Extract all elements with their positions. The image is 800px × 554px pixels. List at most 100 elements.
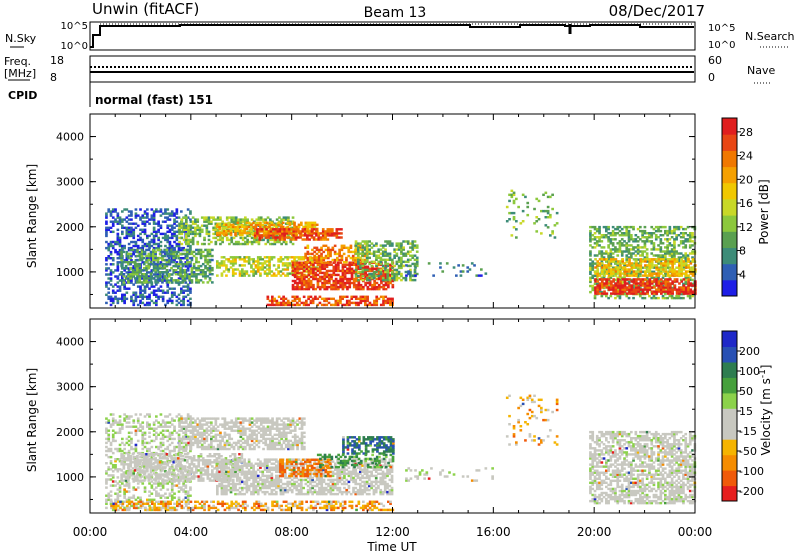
heatmap-cell [270, 258, 274, 261]
heatmap-cell [142, 279, 146, 282]
heatmap-cell [313, 223, 317, 227]
heatmap-cell [170, 301, 174, 305]
heatmap-cell [281, 232, 284, 235]
heatmap-cell [341, 265, 345, 269]
heatmap-cell [315, 234, 318, 237]
heatmap-cell [268, 268, 271, 271]
heatmap-cell [168, 263, 172, 266]
heatmap-cell [129, 256, 132, 260]
heatmap-cell [635, 288, 638, 291]
heatmap-cell [668, 242, 672, 245]
heatmap-cell [616, 225, 620, 229]
heatmap-cell [133, 250, 137, 254]
freq-tick-bottom: 8 [50, 71, 57, 84]
heatmap-cell [375, 258, 378, 262]
heatmap-cell [652, 254, 656, 257]
heatmap-cell [125, 297, 129, 301]
heatmap-cell [679, 236, 683, 239]
heatmap-cell [225, 216, 229, 219]
heatmap-cell [669, 270, 672, 273]
heatmap-cell [306, 250, 310, 254]
heatmap-cell [607, 258, 610, 261]
heatmap-cell [384, 260, 387, 264]
heatmap-cell [156, 256, 160, 260]
heatmap-cell [175, 224, 179, 227]
heatmap-cell [684, 282, 688, 286]
heatmap-cell [684, 246, 688, 249]
heatmap-cell [116, 214, 120, 217]
heatmap-cell [170, 236, 174, 240]
heatmap-cell [250, 223, 253, 227]
heatmap-cell [123, 283, 126, 286]
heatmap-cell [639, 290, 642, 294]
heatmap-cell [609, 264, 613, 267]
heatmap-cell [105, 257, 108, 260]
heatmap-cell [207, 230, 211, 234]
heatmap-cell [404, 260, 408, 264]
heatmap-cell [267, 234, 271, 237]
heatmap-cell [286, 301, 290, 305]
heatmap-cell [300, 279, 304, 283]
heatmap-cell [601, 258, 604, 261]
heatmap-cell [214, 222, 218, 225]
heatmap-cell [625, 282, 629, 285]
heatmap-cell [114, 297, 117, 301]
heatmap-cell [537, 199, 541, 203]
heatmap-cell [687, 282, 690, 285]
heatmap-cell [257, 218, 261, 221]
heatmap-cell [105, 263, 108, 266]
heatmap-cell [331, 246, 335, 250]
heatmap-cell [203, 216, 206, 219]
heatmap-cell [230, 220, 234, 223]
heatmap-cell [660, 262, 663, 265]
heatmap-cell [316, 273, 320, 277]
heatmap-cell [205, 216, 209, 219]
heatmap-cell [286, 221, 290, 225]
heatmap-cell [291, 283, 295, 287]
heatmap-cell [363, 252, 367, 255]
heatmap-cell [354, 295, 358, 299]
heatmap-cell [598, 282, 602, 285]
heatmap-cell [595, 282, 599, 286]
heatmap-cell [200, 242, 204, 246]
heatmap-cell [155, 299, 158, 303]
heatmap-cell [317, 250, 321, 254]
heatmap-cell [214, 230, 218, 234]
heatmap-cell [156, 260, 160, 264]
heatmap-cell [373, 283, 376, 287]
heatmap-cell [300, 283, 304, 287]
heatmap-cell [250, 225, 253, 229]
heatmap-cell [655, 288, 659, 291]
heatmap-cell [605, 268, 608, 271]
heatmap-cell [237, 232, 240, 236]
heatmap-cell [521, 220, 525, 223]
heatmap-cell [639, 278, 643, 281]
heatmap-cell [234, 242, 238, 246]
heatmap-cell [337, 236, 341, 239]
heatmap-cell [175, 230, 179, 234]
heatmap-cell [158, 264, 162, 268]
heatmap-cell [359, 275, 363, 279]
heatmap-cell [252, 268, 255, 271]
heatmap-cell [352, 269, 356, 273]
cpid-label: CPID [8, 89, 37, 102]
heatmap-cell [172, 254, 176, 258]
heatmap-cell [689, 284, 693, 287]
heatmap-cell [141, 230, 145, 234]
heatmap-cell [598, 225, 601, 229]
heatmap-cell [389, 281, 392, 285]
heatmap-cell [121, 441, 124, 445]
heatmap-cell [229, 260, 233, 263]
heatmap-cell [279, 270, 283, 273]
heatmap-cell [111, 208, 115, 211]
heatmap-cell [607, 256, 610, 259]
heatmap-cell [304, 221, 308, 225]
heatmap-cell [200, 228, 204, 232]
heatmap-cell [275, 268, 278, 271]
heatmap-cell [250, 232, 254, 236]
heatmap-cell [415, 272, 419, 276]
heatmap-cell [368, 303, 372, 307]
heatmap-cell [359, 256, 362, 260]
heatmap-cell [120, 258, 123, 262]
heatmap-cell [359, 285, 363, 289]
